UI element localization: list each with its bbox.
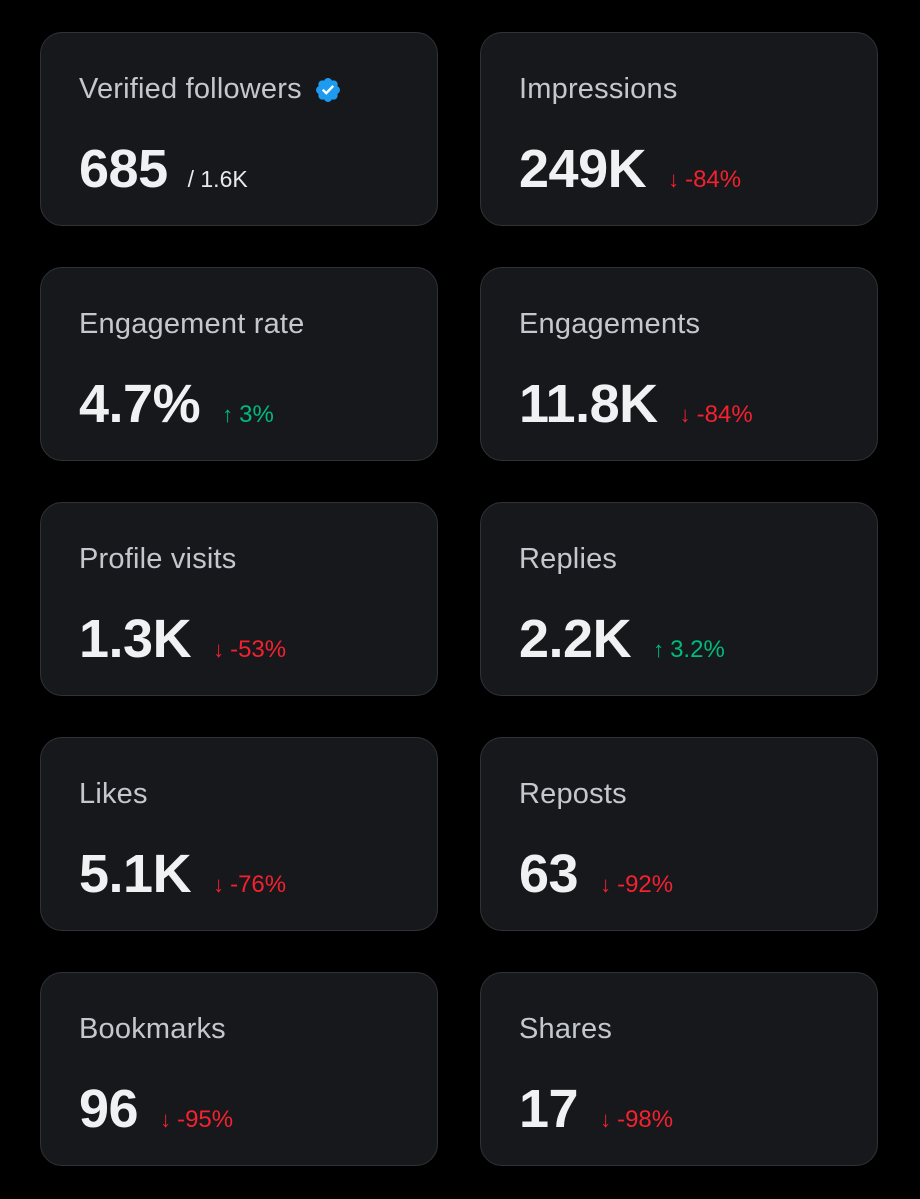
metric-delta: ↑ 3% [222, 401, 274, 429]
metric-label: Impressions [519, 73, 678, 105]
metric-label: Replies [519, 543, 618, 575]
arrow-down-icon: ↓ [668, 167, 680, 192]
metric-value: 249K [519, 139, 647, 199]
metric-delta-value: -84% [696, 401, 753, 428]
metric-value-row: 17 ↓ -98% [519, 1077, 673, 1141]
metric-delta: ↓ -53% [213, 636, 286, 664]
metric-delta-value: -92% [617, 871, 674, 898]
metric-value: 1.3K [79, 609, 192, 669]
metric-card-profile-visits[interactable]: Profile visits 1.3K ↓ -53% [40, 502, 438, 696]
metric-delta-value: 3% [239, 401, 274, 428]
metric-value-row: 5.1K ↓ -76% [79, 842, 286, 906]
metric-delta: ↓ -84% [680, 401, 753, 429]
metric-value: 63 [519, 844, 579, 904]
metric-value-row: 4.7% ↑ 3% [79, 372, 274, 436]
arrow-down-icon: ↓ [160, 1107, 172, 1132]
metric-card-verified-followers[interactable]: Verified followers 685 / 1.6K [40, 32, 438, 226]
metric-value: 685 [79, 139, 168, 199]
metric-value-row: 685 / 1.6K [79, 137, 248, 201]
metric-label: Reposts [519, 778, 627, 810]
metric-delta: ↓ -95% [160, 1106, 233, 1134]
metric-label: Engagement rate [79, 308, 305, 340]
metric-delta-value: -95% [177, 1106, 234, 1133]
metric-card-replies[interactable]: Replies 2.2K ↑ 3.2% [480, 502, 878, 696]
metric-card-reposts[interactable]: Reposts 63 ↓ -92% [480, 737, 878, 931]
arrow-down-icon: ↓ [213, 637, 225, 662]
metric-delta-value: -76% [230, 871, 287, 898]
metric-label: Profile visits [79, 543, 237, 575]
metric-card-engagement-rate[interactable]: Engagement rate 4.7% ↑ 3% [40, 267, 438, 461]
metric-label-text: Verified followers [79, 73, 302, 105]
metric-value: 17 [519, 1079, 579, 1139]
metric-value: 4.7% [79, 374, 201, 434]
arrow-down-icon: ↓ [213, 872, 225, 897]
metric-value-row: 11.8K ↓ -84% [519, 372, 753, 436]
metric-delta-value: -98% [617, 1106, 674, 1133]
arrow-up-icon: ↑ [222, 402, 234, 427]
metric-card-likes[interactable]: Likes 5.1K ↓ -76% [40, 737, 438, 931]
arrow-down-icon: ↓ [679, 402, 691, 427]
arrow-up-icon: ↑ [653, 637, 665, 662]
metric-delta: ↓ -76% [213, 871, 286, 899]
metric-label: Bookmarks [79, 1013, 226, 1045]
metric-card-impressions[interactable]: Impressions 249K ↓ -84% [480, 32, 878, 226]
metric-delta-value: -53% [230, 636, 287, 663]
metric-value-row: 1.3K ↓ -53% [79, 607, 286, 671]
verified-badge-icon [314, 76, 342, 104]
metric-value: 2.2K [519, 609, 632, 669]
metric-value-row: 96 ↓ -95% [79, 1077, 233, 1141]
metric-card-engagements[interactable]: Engagements 11.8K ↓ -84% [480, 267, 878, 461]
metric-value: 96 [79, 1079, 139, 1139]
metric-value-row: 249K ↓ -84% [519, 137, 741, 201]
metric-value-row: 63 ↓ -92% [519, 842, 673, 906]
metric-value: 11.8K [519, 374, 658, 434]
metric-value: 5.1K [79, 844, 192, 904]
metric-value-row: 2.2K ↑ 3.2% [519, 607, 725, 671]
metric-label: Shares [519, 1013, 613, 1045]
metric-total: / 1.6K [187, 166, 248, 192]
metric-delta: ↓ -92% [600, 871, 673, 899]
metric-delta: ↓ -98% [600, 1106, 673, 1134]
arrow-down-icon: ↓ [600, 1107, 612, 1132]
metric-delta-value: -84% [685, 166, 742, 193]
metric-delta: ↓ -84% [668, 166, 741, 194]
metric-label: Likes [79, 778, 148, 810]
metric-card-shares[interactable]: Shares 17 ↓ -98% [480, 972, 878, 1166]
metric-delta-value: 3.2% [670, 636, 725, 663]
arrow-down-icon: ↓ [600, 872, 612, 897]
metric-label: Verified followers [79, 73, 342, 106]
metric-card-bookmarks[interactable]: Bookmarks 96 ↓ -95% [40, 972, 438, 1166]
metric-label: Engagements [519, 308, 701, 340]
metric-delta: ↑ 3.2% [653, 636, 725, 664]
